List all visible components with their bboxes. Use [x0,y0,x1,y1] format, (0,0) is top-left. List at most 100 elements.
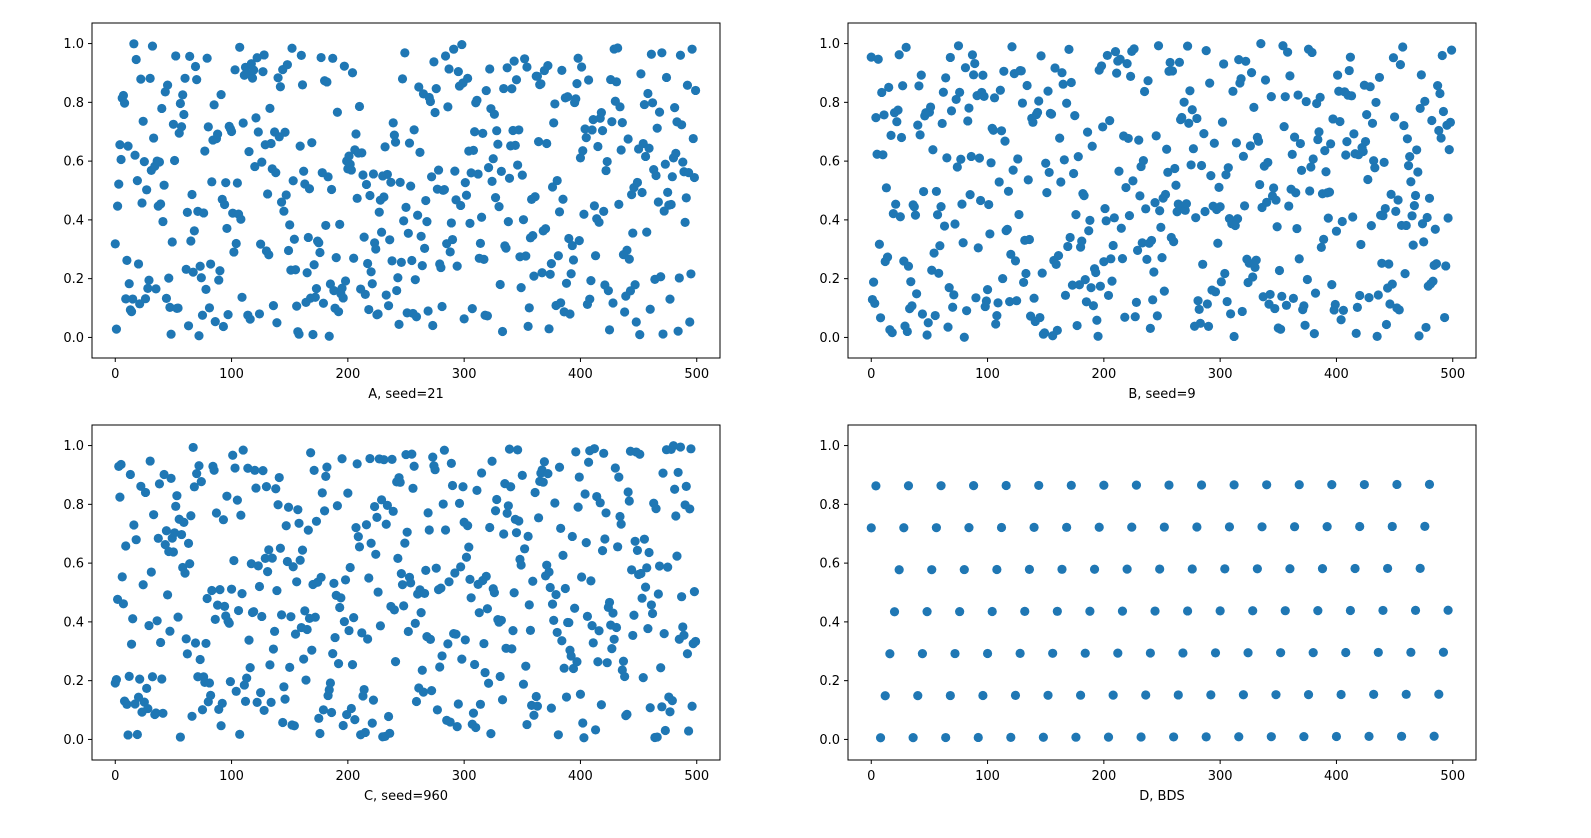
scatter-point [1131,480,1142,490]
scatter-point [667,696,677,706]
scatter-point [1016,66,1026,76]
scatter-point [577,572,587,582]
scatter-point [1131,297,1142,308]
scatter-point [870,298,880,309]
scatter-point [236,214,246,224]
scatter-point [636,69,646,79]
scatter-point [574,472,584,482]
scatter-point [454,498,465,508]
scatter-point [294,329,304,339]
scatter-point [311,284,322,294]
scatter-point [1409,201,1419,211]
scatter-point [1187,105,1197,115]
scatter-point [511,528,522,538]
scatter-point [529,271,539,281]
scatter-point [1034,480,1044,491]
scatter-point [1137,238,1147,248]
scatter-point [673,467,683,478]
scatter-point [399,601,409,611]
scatter-point [1313,606,1323,616]
scatter-point [201,284,211,294]
scatter-point [1412,145,1422,155]
scatter-point [949,290,959,300]
scatter-point [932,210,943,220]
scatter-point [599,448,609,458]
scatter-point [1008,165,1018,175]
scatter-point [387,256,397,266]
scatter-point [361,520,372,530]
scatter-point [583,75,594,85]
scatter-point [317,488,327,498]
scatter-point [121,294,131,304]
scatter-point [1401,689,1411,699]
scatter-point [232,495,242,505]
scatter-point [1094,522,1104,532]
scatter-point [656,272,666,282]
scatter-point [111,324,122,334]
scatter-point [159,469,169,480]
scatter-point [1322,522,1332,532]
scatter-point [1206,690,1216,700]
scatter-point [472,95,482,105]
scatter-point [1120,312,1130,322]
scatter-point [1302,274,1312,285]
scatter-point [616,519,626,529]
scatter-point [637,593,647,603]
x-tick-label: 100 [219,769,244,784]
scatter-point [1117,254,1128,264]
scatter-point [276,197,287,207]
scatter-point [1003,186,1014,196]
scatter-point [614,472,624,482]
scatter-point [216,89,226,100]
scatter-point [253,127,263,137]
scatter-point [522,719,532,730]
scatter-point [481,571,491,582]
scatter-point [302,624,312,635]
scatter-point [265,103,275,113]
scatter-point [332,501,342,511]
scatter-point [578,146,588,156]
scatter-point [406,578,416,588]
scatter-point [1005,297,1015,307]
scatter-point [918,186,929,197]
scatter-point [963,116,973,126]
scatter-point [138,580,148,590]
scatter-point [131,535,141,545]
scatter-point [1086,283,1096,293]
scatter-point [439,445,449,455]
scatter-point [917,309,928,319]
scatter-point [663,187,673,197]
y-tick-label: 0.8 [63,498,84,513]
scatter-point [657,702,667,712]
scatter-point [590,251,601,261]
scatter-point [468,145,479,155]
scatter-point [1052,606,1062,616]
scatter-point [599,206,609,216]
scatter-point [144,275,154,285]
scatter-point [386,177,396,187]
scatter-point [1157,252,1167,263]
scatter-point [580,124,590,134]
scatter-point [292,301,302,311]
scatter-point [581,133,591,143]
scatter-point [1146,235,1157,246]
scatter-point [601,508,611,518]
scatter-point [290,265,301,275]
scatter-point [640,151,651,162]
scatter-point [381,519,391,529]
scatter-point [681,193,691,203]
scatter-point [879,110,889,120]
scatter-point [1338,305,1349,315]
scatter-point [529,710,539,720]
scatter-point [1253,136,1264,146]
scatter-point [1072,320,1082,331]
scatter-point [1255,179,1265,190]
scatter-point [996,522,1007,533]
y-tick-label: 0.6 [63,155,84,170]
scatter-point [322,462,332,472]
scatter-point [1429,731,1439,741]
scatter-point [252,53,262,63]
scatter-point [154,479,165,489]
y-tick-label: 0.8 [819,96,840,111]
scatter-point [1153,41,1164,51]
